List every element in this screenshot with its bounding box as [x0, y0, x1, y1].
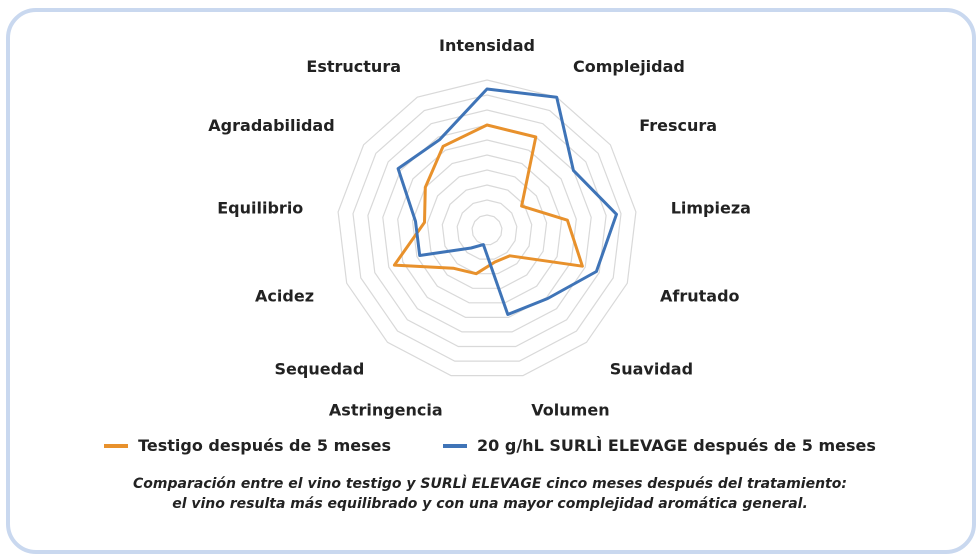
grid-ring-10 [337, 79, 637, 377]
radar-series [392, 87, 618, 316]
caption-line-2: el vino resulta más equilibrado y con un… [172, 496, 808, 512]
series-line-0 [392, 123, 584, 276]
chart-card [6, 8, 976, 554]
axis-label-equilibrio: Equilibrio [217, 199, 303, 218]
radar-grid [337, 79, 637, 377]
axis-label-intensidad: Intensidad [439, 36, 535, 55]
legend-swatch-testigo [104, 443, 129, 448]
axis-label-agradabilidad: Agradabilidad [208, 116, 334, 135]
axis-label-estructura: Estructura [306, 57, 401, 76]
legend-item-testigo: Testigo después de 5 meses [104, 436, 391, 455]
grid-ring-8 [367, 109, 607, 348]
legend-label-surli: 20 g/hL SURLÌ ELEVAGE después de 5 meses [477, 436, 876, 455]
legend: Testigo después de 5 meses 20 g/hL SURLÌ… [0, 436, 980, 455]
grid-ring-5 [411, 154, 563, 304]
axis-labels: Intensidad Complejidad Frescura Limpieza Afr… [208, 36, 751, 420]
legend-label-testigo: Testigo después de 5 meses [138, 436, 392, 455]
chart-caption: Comparación entre el vino testigo y SURL… [0, 474, 980, 514]
axis-label-volumen: Volumen [531, 401, 609, 420]
legend-item-surli: 20 g/hL SURLÌ ELEVAGE después de 5 meses [443, 436, 876, 455]
legend-swatch-surli [443, 443, 468, 448]
axis-label-afrutado: Afrutado [660, 287, 740, 306]
axis-label-complejidad: Complejidad [573, 57, 685, 76]
series-line-1 [396, 87, 618, 316]
axis-label-sequedad: Sequedad [275, 360, 365, 379]
axis-label-acidez: Acidez [255, 287, 314, 306]
axis-label-suavidad: Suavidad [610, 360, 693, 379]
axis-label-frescura: Frescura [639, 116, 717, 135]
grid-ring-6 [397, 139, 577, 318]
grid-ring-3 [441, 184, 533, 275]
axis-label-astringencia: Astringencia [329, 401, 443, 420]
grid-ring-1 [471, 214, 503, 246]
grid-ring-7 [382, 124, 592, 333]
grid-ring-4 [426, 169, 548, 289]
grid-ring-9 [352, 94, 622, 362]
caption-line-1: Comparación entre el vino testigo y SURL… [133, 476, 847, 492]
axis-label-limpieza: Limpieza [671, 199, 751, 218]
